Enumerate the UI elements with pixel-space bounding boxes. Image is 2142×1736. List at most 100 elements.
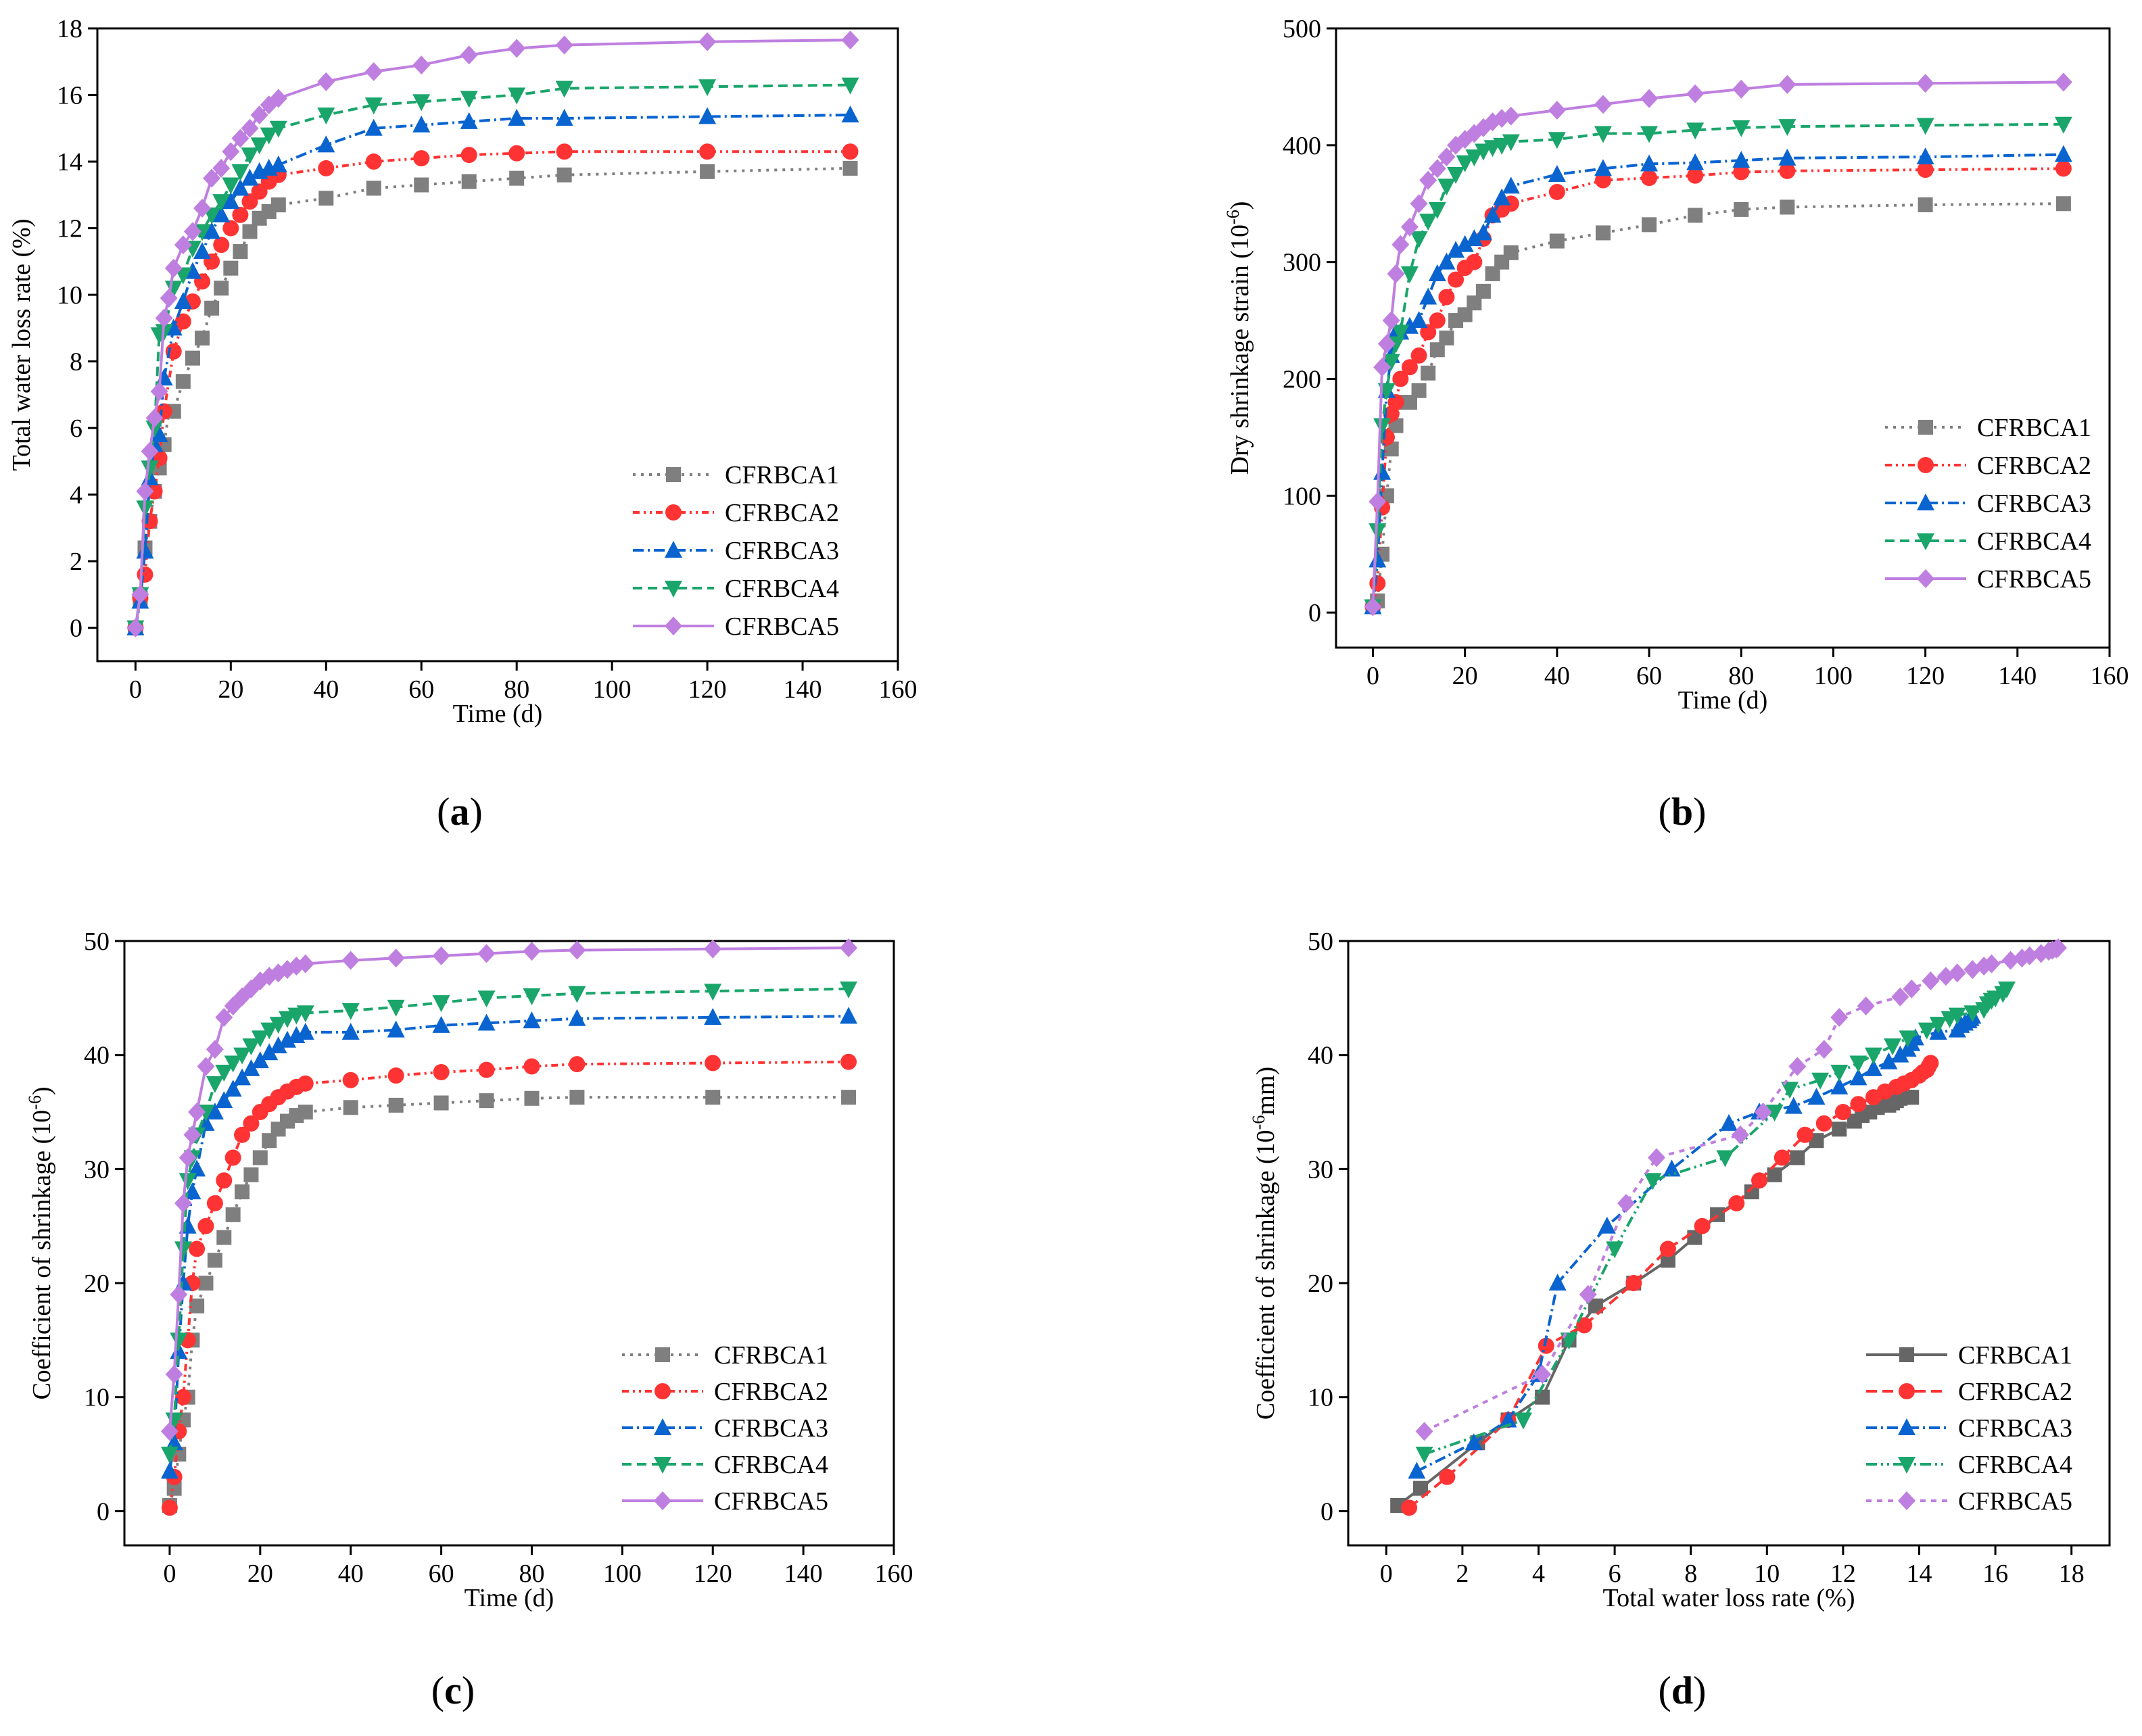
legend-label: CFRBCA5 — [1977, 565, 2091, 594]
data-point — [477, 990, 496, 1008]
data-point — [1716, 1150, 1734, 1167]
x-tick-label: 2 — [1456, 1560, 1469, 1588]
legend: CFRBCA1 CFRBCA2 CFRBCA3 CFRBCA4 CFRBCA5 — [622, 1341, 828, 1516]
data-point — [222, 220, 239, 237]
data-point — [1373, 418, 1391, 435]
data-point — [213, 237, 230, 254]
data-point — [1899, 1030, 1917, 1048]
data-point — [1391, 324, 1410, 342]
data-point — [212, 205, 231, 222]
data-point — [478, 1061, 495, 1078]
data-point — [509, 170, 525, 186]
series-CFRBCA3 — [1408, 1007, 1982, 1479]
legend-label: CFRBCA5 — [1958, 1487, 2072, 1516]
data-point — [1457, 307, 1473, 322]
y-tick-label: 500 — [1283, 15, 1321, 43]
series-CFRBCA5 — [1415, 938, 2067, 1441]
series-line — [134, 39, 851, 628]
data-point — [206, 1195, 223, 1211]
data-point — [841, 1090, 857, 1105]
data-point — [1548, 132, 1566, 149]
data-point — [214, 281, 229, 296]
data-point — [568, 1009, 586, 1026]
series-CFRBCA5 — [1364, 72, 2072, 617]
data-point — [1428, 201, 1446, 219]
legend-marker — [654, 1491, 671, 1510]
panel-a: 0 20 40 60 80 100 120 140 160 0 2 4 6 8 10 12 14 16 18 Time… — [7, 15, 918, 834]
data-point — [189, 1298, 205, 1313]
data-point — [231, 128, 249, 148]
data-point — [1732, 79, 1751, 99]
data-point — [203, 168, 221, 188]
x-tick-label: 140 — [1998, 662, 2037, 690]
data-point — [1392, 370, 1409, 387]
plot-frame — [123, 940, 895, 1547]
data-point — [1834, 1104, 1851, 1121]
panel-letter: a — [450, 790, 470, 834]
x-tick-label: 160 — [875, 1560, 913, 1588]
data-point — [1439, 1468, 1456, 1485]
data-point — [840, 1007, 858, 1024]
data-point — [207, 1253, 222, 1268]
panel-d: 0 2 4 6 8 10 12 14 16 18 0 10 20 30 40 50 Total water lo… — [1249, 927, 2111, 1712]
data-point — [1502, 134, 1520, 151]
data-point — [1916, 118, 1934, 135]
panel-label: (b) — [1659, 790, 1707, 834]
x-tick-label: 20 — [218, 675, 243, 704]
data-point — [2001, 950, 2020, 970]
x-axis-title: Time (d) — [1678, 686, 1768, 715]
plot-frame — [1347, 940, 2111, 1547]
data-point — [477, 1013, 496, 1031]
series-line — [1371, 167, 2064, 607]
data-point — [204, 300, 220, 316]
legend-marker — [1917, 569, 1934, 588]
data-point — [1781, 1082, 1799, 1099]
data-point — [1754, 1103, 1772, 1122]
data-point — [1369, 575, 1386, 592]
y-tick-label: 300 — [1283, 249, 1321, 277]
data-point — [1788, 1057, 1807, 1076]
data-point — [841, 105, 859, 123]
series-CFRBCA3 — [160, 1007, 858, 1479]
series-CFRBCA4 — [160, 981, 858, 1464]
y-tick-label: 0 — [1320, 1497, 1333, 1526]
data-point — [342, 1071, 359, 1088]
x-tick-label: 80 — [1728, 662, 1754, 690]
legend-label: CFRBCA2 — [1958, 1378, 2072, 1406]
legend-label: CFRBCA2 — [714, 1378, 828, 1406]
data-point — [1916, 74, 1934, 93]
data-point — [1830, 1077, 1849, 1094]
data-point — [170, 1332, 188, 1350]
data-point — [1438, 289, 1455, 306]
x-tick-label: 8 — [1684, 1560, 1697, 1588]
data-point — [212, 194, 231, 212]
data-point — [317, 72, 335, 91]
data-point — [269, 1036, 287, 1054]
data-point — [231, 178, 249, 196]
data-point — [297, 1075, 314, 1092]
data-point — [1964, 1005, 1982, 1023]
data-point — [270, 197, 286, 213]
data-point — [1640, 126, 1659, 143]
data-point — [1474, 223, 1492, 241]
legend-marker — [1918, 457, 1934, 473]
data-point — [1849, 1055, 1867, 1073]
legend-marker — [654, 1383, 671, 1399]
data-point — [197, 1057, 215, 1076]
data-point — [555, 35, 573, 55]
y-tick-label: 50 — [84, 927, 110, 956]
data-point — [1780, 199, 1795, 215]
data-point — [555, 80, 573, 98]
x-tick-label: 80 — [504, 675, 529, 704]
data-point — [206, 1040, 224, 1059]
data-point — [242, 224, 258, 239]
y-tick-label: 2 — [70, 548, 82, 576]
data-point — [1377, 334, 1396, 354]
data-point — [183, 222, 201, 241]
data-point — [1598, 1216, 1616, 1234]
data-point — [155, 308, 173, 328]
data-point — [1864, 1047, 1882, 1065]
panel-letter: d — [1671, 1668, 1693, 1712]
data-point — [269, 89, 287, 108]
data-point — [387, 1020, 405, 1038]
